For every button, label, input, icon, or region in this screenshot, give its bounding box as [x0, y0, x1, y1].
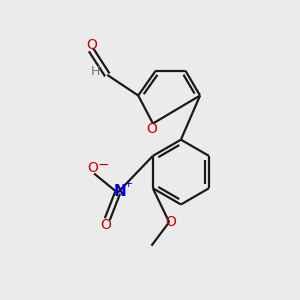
Text: N: N: [114, 184, 126, 199]
Text: O: O: [100, 218, 111, 232]
Text: O: O: [146, 122, 157, 136]
Text: O: O: [86, 38, 97, 52]
Text: H: H: [90, 65, 100, 78]
Text: −: −: [98, 158, 109, 172]
Text: O: O: [165, 215, 176, 229]
Text: +: +: [124, 179, 134, 189]
Text: O: O: [87, 161, 98, 175]
